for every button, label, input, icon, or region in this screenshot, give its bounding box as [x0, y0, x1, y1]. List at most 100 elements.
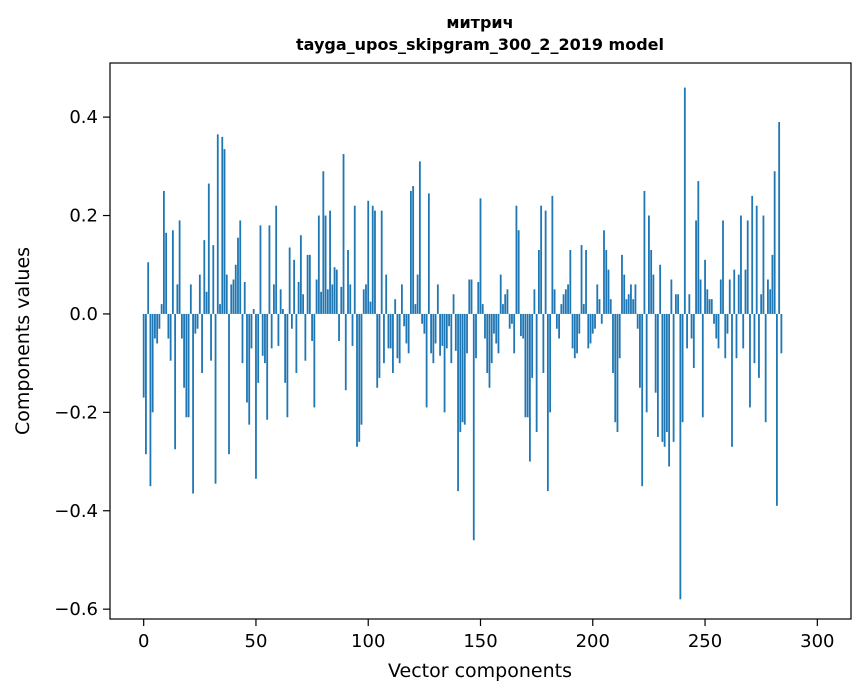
bar-62: [282, 309, 284, 314]
bar-180: [546, 313, 549, 492]
bar-142: [461, 313, 464, 423]
bar-231: [661, 313, 664, 442]
bar-0: [142, 313, 145, 398]
bar-91: [347, 249, 349, 314]
bar-130: [434, 313, 437, 344]
bar-227: [652, 274, 655, 314]
bar-257: [719, 279, 722, 314]
bar-229: [656, 313, 659, 437]
bar-236: [672, 313, 675, 442]
bar-13: [171, 230, 174, 314]
bar-2: [147, 262, 150, 314]
bar-35: [221, 136, 224, 314]
bar-276: [762, 215, 765, 314]
bar-92: [349, 284, 352, 314]
x-tick-label-0: 0: [138, 631, 149, 652]
bar-150: [479, 198, 482, 314]
chart-title: митрич tayga_upos_skipgram_300_2_2019 mo…: [296, 13, 664, 54]
bar-256: [717, 313, 720, 349]
bar-263: [733, 269, 736, 314]
bar-36: [223, 149, 226, 314]
bar-183: [553, 289, 556, 314]
bar-228: [654, 313, 657, 393]
bar-246: [695, 220, 697, 314]
bar-1: [145, 313, 147, 455]
bar-56: [268, 225, 271, 314]
bar-83: [329, 210, 331, 314]
bar-160: [502, 304, 504, 314]
bar-54: [264, 313, 266, 364]
bar-166: [515, 205, 518, 314]
x-tick-label-150: 150: [463, 631, 497, 652]
bar-107: [383, 313, 385, 364]
bar-19: [185, 313, 188, 418]
bar-93: [351, 313, 354, 346]
bar-217: [630, 284, 632, 314]
bar-31: [212, 245, 215, 314]
bar-103: [374, 210, 376, 314]
bar-18: [183, 313, 185, 388]
bar-102: [371, 205, 374, 314]
bar-178: [542, 313, 545, 373]
bar-192: [573, 313, 576, 359]
bar-283: [778, 122, 781, 314]
bar-223: [643, 190, 646, 314]
x-axis-ticks: 0 50 100 150 200 250 300: [138, 619, 834, 652]
bar-204: [600, 313, 603, 324]
bar-275: [760, 294, 763, 314]
bar-60: [277, 313, 280, 346]
bar-119: [409, 190, 412, 314]
bar-185: [558, 313, 560, 339]
bar-167: [517, 230, 520, 314]
bar-81: [324, 215, 327, 314]
bar-240: [681, 313, 684, 423]
bar-113: [396, 313, 399, 359]
bar-196: [582, 304, 585, 314]
bar-248: [699, 279, 702, 314]
bar-52: [259, 225, 262, 314]
bar-33: [216, 134, 219, 314]
bar-147: [472, 313, 475, 541]
bar-273: [755, 205, 758, 314]
bar-48: [250, 313, 253, 349]
bar-121: [414, 304, 417, 314]
bar-262: [731, 313, 733, 447]
bar-99: [365, 284, 367, 314]
x-tick-label-250: 250: [688, 631, 722, 652]
bar-225: [648, 215, 650, 314]
bar-238: [677, 294, 679, 314]
bar-226: [650, 249, 653, 314]
bar-172: [529, 313, 531, 462]
bar-68: [295, 313, 298, 373]
bar-259: [724, 313, 727, 359]
bar-268: [744, 269, 747, 314]
bar-111: [392, 313, 394, 373]
bar-200: [591, 313, 594, 334]
bar-105: [378, 313, 381, 378]
bar-11: [167, 313, 170, 339]
bar-157: [495, 313, 498, 344]
bar-182: [551, 195, 554, 314]
bar-189: [567, 284, 569, 314]
bar-213: [621, 254, 623, 314]
bar-32: [214, 313, 217, 484]
bar-220: [636, 313, 639, 329]
bar-255: [715, 313, 718, 339]
bar-85: [333, 267, 336, 314]
bar-221: [639, 313, 641, 388]
bar-43: [239, 220, 242, 314]
bar-82: [326, 289, 329, 314]
bar-5: [154, 313, 156, 339]
bar-242: [686, 313, 688, 349]
bar-179: [544, 210, 547, 314]
bar-186: [560, 304, 563, 314]
bar-206: [605, 249, 608, 314]
bar-222: [641, 313, 644, 487]
bar-195: [580, 245, 583, 314]
bar-266: [740, 215, 742, 314]
bar-258: [722, 220, 724, 314]
bar-38: [228, 313, 230, 455]
y-tick-label-2: −0.2: [54, 402, 98, 423]
bar-155: [490, 313, 493, 364]
bar-79: [320, 291, 322, 314]
